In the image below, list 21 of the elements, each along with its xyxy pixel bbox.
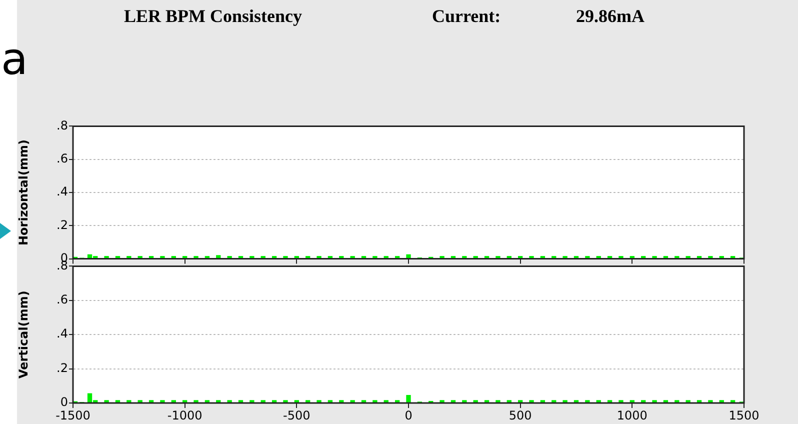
y-tick-label: .2	[56, 218, 68, 232]
x-tick-label: -1000	[167, 408, 202, 422]
y-tick-label: 0	[60, 395, 68, 410]
y-tick-label: .2	[56, 360, 68, 375]
text: 29.86mA	[576, 6, 644, 27]
x-tick-label: 500	[508, 408, 532, 422]
text: a	[1, 34, 28, 85]
y-axis-title: Horizontal(mm)	[16, 139, 30, 246]
x-tick-label: 1500	[728, 408, 760, 422]
x-tick-label: 0	[404, 408, 412, 422]
x-tick-label: -1500	[56, 408, 90, 422]
text: Current:	[432, 6, 501, 27]
y-tick-label: .4	[56, 184, 68, 199]
x-tick-label: -500	[283, 408, 310, 422]
y-tick-label: .6	[56, 151, 68, 166]
y-tick-label: .4	[56, 326, 68, 341]
y-tick-label: .8	[56, 118, 68, 132]
y-axis-title: Vertical(mm)	[16, 290, 30, 379]
y-tick-label: .6	[56, 292, 68, 307]
chart-title: LER BPM Consistency	[124, 6, 302, 27]
x-tick-label: 1000	[616, 408, 648, 422]
